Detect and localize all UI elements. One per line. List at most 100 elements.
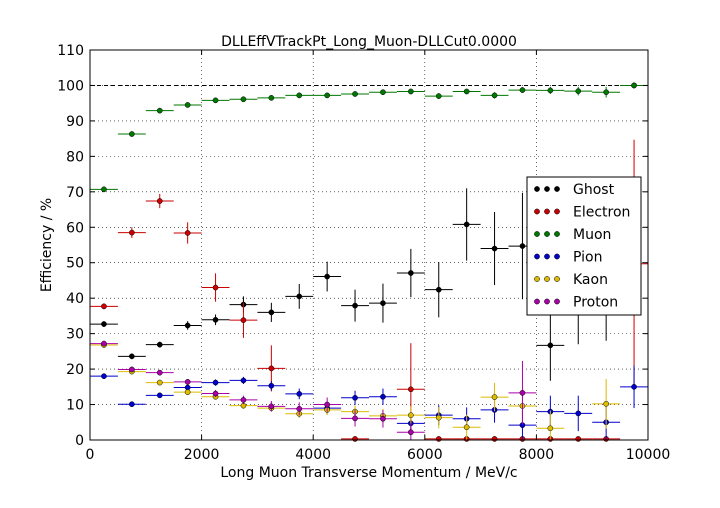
data-point	[352, 302, 358, 309]
legend-marker	[534, 186, 540, 192]
legend-label-muon: Muon	[573, 227, 611, 243]
data-point	[435, 93, 442, 99]
data-point	[408, 429, 414, 436]
data-point	[240, 317, 247, 324]
data-point	[212, 284, 219, 291]
legend-box	[526, 176, 642, 316]
data-point	[519, 87, 526, 93]
series-muon	[90, 82, 648, 193]
data-point	[156, 198, 163, 204]
legend-marker	[554, 298, 560, 305]
data-point	[156, 107, 163, 114]
y-tick-label: 100	[57, 78, 84, 94]
data-point	[184, 230, 191, 236]
data-point	[101, 186, 107, 193]
data-point	[519, 243, 526, 249]
data-point	[491, 394, 498, 400]
x-tick-label: 10000	[626, 447, 671, 463]
y-tick-label: 110	[57, 43, 84, 59]
data-point	[352, 436, 358, 442]
data-point	[268, 95, 275, 101]
data-point	[352, 415, 358, 422]
x-tick-label: 8000	[519, 447, 555, 463]
data-point	[352, 394, 358, 401]
data-point	[268, 365, 275, 372]
y-tick-label: 50	[66, 256, 84, 272]
data-point	[156, 341, 163, 348]
data-point	[296, 391, 303, 397]
y-tick-label: 40	[66, 291, 84, 307]
data-point	[212, 97, 219, 104]
data-point	[324, 273, 330, 280]
y-tick-label: 30	[66, 327, 84, 343]
data-point	[212, 316, 219, 323]
data-point	[408, 412, 414, 419]
data-point	[156, 379, 163, 386]
legend-label-kaon: Kaon	[573, 272, 608, 288]
plot-frame	[89, 49, 649, 441]
data-point	[324, 401, 330, 408]
data-point	[101, 321, 107, 327]
data-point	[631, 383, 637, 390]
x-tick-label: 0	[86, 447, 95, 463]
data-point	[129, 366, 135, 373]
y-tick-label: 60	[66, 220, 84, 236]
data-point	[575, 88, 582, 94]
legend-marker	[534, 298, 540, 305]
data-point	[101, 340, 107, 347]
x-tick-label: 2000	[184, 447, 220, 463]
data-point	[212, 390, 219, 397]
data-point	[491, 245, 498, 252]
data-point	[631, 82, 637, 89]
data-point	[212, 379, 219, 386]
data-point	[435, 286, 442, 293]
legend-marker	[534, 208, 540, 215]
legend-label-proton: Proton	[573, 295, 618, 311]
data-point	[463, 221, 470, 228]
legend-marker	[534, 276, 540, 282]
legend-marker	[534, 253, 540, 260]
data-point	[380, 300, 386, 306]
data-point	[240, 377, 247, 384]
data-point	[380, 415, 386, 422]
data-point	[296, 293, 303, 300]
data-point	[129, 401, 135, 408]
data-point	[435, 414, 442, 421]
x-tick-label: 4000	[295, 447, 331, 463]
y-tick-label: 10	[66, 398, 84, 414]
legend-marker	[534, 231, 540, 237]
legend-marker	[554, 186, 560, 192]
data-point	[296, 405, 303, 412]
legend-label-ghost: Ghost	[573, 182, 615, 198]
legend-label-electron: Electron	[573, 205, 630, 221]
data-point	[603, 400, 610, 407]
y-tick-label: 90	[66, 114, 84, 130]
x-axis-label: Long Muon Transverse Momentum / MeV/c	[220, 465, 517, 481]
legend-marker	[544, 208, 550, 215]
data-point	[547, 425, 554, 432]
data-point	[519, 389, 526, 396]
series-proton	[90, 340, 537, 440]
y-tick-label: 0	[75, 433, 84, 449]
data-point	[268, 382, 275, 389]
legend-marker	[544, 276, 550, 282]
data-point	[408, 88, 414, 95]
data-point	[603, 89, 610, 96]
legend-marker	[554, 253, 560, 260]
data-point	[324, 92, 330, 99]
data-point	[268, 403, 275, 410]
data-point	[435, 436, 442, 442]
legend-marker	[544, 231, 550, 237]
data-point	[380, 89, 386, 96]
data-point	[547, 342, 554, 349]
axis-ticks: 0 2000 4000 6000 8000 10000 0 10 20 30 40 50 60 70 80 9…	[57, 43, 670, 463]
data-point	[491, 436, 498, 442]
data-point	[156, 392, 163, 399]
y-tick-label: 70	[66, 185, 84, 201]
legend-marker	[554, 208, 560, 215]
legend-marker	[544, 186, 550, 192]
data-point	[156, 369, 163, 376]
data-point	[296, 92, 303, 99]
legend: Ghost Electron Muon Pion Kaon Proton	[526, 176, 642, 316]
